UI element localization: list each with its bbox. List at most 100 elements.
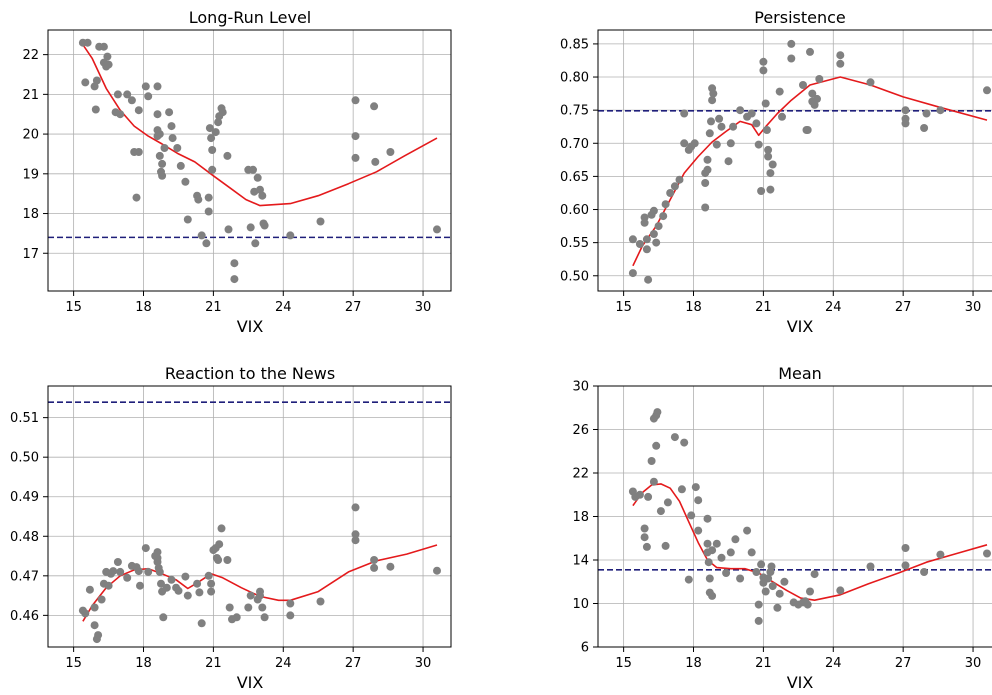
scatter-point [726,139,735,148]
y-tick-label: 21 [22,88,39,103]
scatter-point [208,146,217,154]
scatter-point [705,129,714,138]
scatter-point [134,148,143,156]
scatter-point [703,539,712,548]
scatter-point [652,441,661,450]
scatter-point [90,621,99,630]
scatter-point [113,558,122,566]
scatter-point [144,92,153,101]
scatter-point [661,200,670,209]
scatter-point [230,275,239,284]
chart-title: Persistence [754,8,846,27]
x-tick-label: 30 [415,300,432,315]
scatter-point [155,130,164,139]
scatter-point [90,603,99,612]
chart-title: Reaction to the News [165,364,335,383]
scatter-point [194,195,203,204]
scatter-point [204,207,213,216]
scatter-point [109,567,118,576]
scatter-point [768,582,777,591]
scatter-point [260,221,269,230]
scatter-point [757,187,766,195]
scatter-point [640,524,649,533]
scatter-point [901,106,910,115]
scatter-point [761,99,770,108]
scatter-point [709,89,718,98]
scatter-point [983,549,991,558]
scatter-point [653,408,662,417]
fit-line [82,44,438,207]
scatter-point [181,177,190,186]
scatter-point [649,230,658,238]
scatter-point [670,182,679,191]
scatter-point [386,562,395,571]
scatter-point [652,238,661,247]
scatter-point [722,569,731,577]
y-tick-label: 18 [22,207,39,222]
scatter-point [224,225,233,234]
scatter-point [815,75,824,83]
scatter-point [642,235,651,244]
scatter-point [640,218,649,227]
scatter-point [92,76,101,85]
scatter-point [176,161,185,170]
scatter-point [204,571,213,580]
scatter-point [675,175,684,184]
y-tick-label: 0.70 [560,137,589,152]
y-tick-label: 0.60 [560,203,589,218]
scatter-point [762,126,771,134]
scatter-point [157,579,165,588]
scatter-point [663,498,672,507]
x-tick-label: 27 [345,656,362,671]
x-tick-label: 21 [205,300,222,315]
scatter-point [168,134,177,143]
scatter-point [83,38,92,47]
y-tick-label: 10 [572,597,589,612]
scatter-point [218,108,227,117]
y-tick-label: 0.65 [560,170,589,185]
plot-frame [47,29,452,292]
fit-line [632,76,988,267]
scatter-point [244,603,253,612]
scatter-point [202,239,211,248]
scatter-point [659,212,668,221]
panel-reaction-to-the-news: Reaction to the News 15 18 21 24 27 30 0.46 0.4… [10,364,452,692]
scatter-point [433,566,441,575]
x-tick-label: 24 [275,300,292,315]
scatter-point [433,225,441,234]
scatter-point [370,563,379,572]
scatter-point [768,160,777,169]
scatter-point [775,589,784,598]
scatter-point [701,179,710,187]
scatter-point [712,140,721,149]
x-tick-label: 15 [615,656,632,671]
scatter-point [223,556,232,564]
scatter-point [787,39,796,48]
y-tick-label: 0.75 [560,104,589,119]
scatter-point [116,110,125,119]
scatter-point [680,109,689,118]
scatter-point [778,112,786,121]
scatter-point [747,548,756,557]
scatter-point [649,477,658,486]
scatter-point [644,492,653,501]
scatter-point [810,570,819,579]
scatter-point [754,616,763,625]
scatter-point [787,54,796,63]
x-tick-label: 21 [755,656,772,671]
scatter-point [708,546,717,555]
scatter-point [132,193,141,202]
scatter-point [91,105,100,114]
scatter-point [127,96,136,105]
scatter-point [155,567,164,576]
scatter-point [866,562,875,571]
scatter-point [764,574,773,583]
x-tick-label: 27 [345,300,362,315]
scatter-point [767,562,776,571]
scatter-point [204,193,213,202]
y-tick-label: 22 [572,467,589,482]
y-tick-label: 0.46 [10,609,39,624]
panel-mean: Mean 15 18 21 24 27 30 6 10 14 18 22 26 30 VIX [572,364,992,692]
scatter-point [183,215,192,224]
